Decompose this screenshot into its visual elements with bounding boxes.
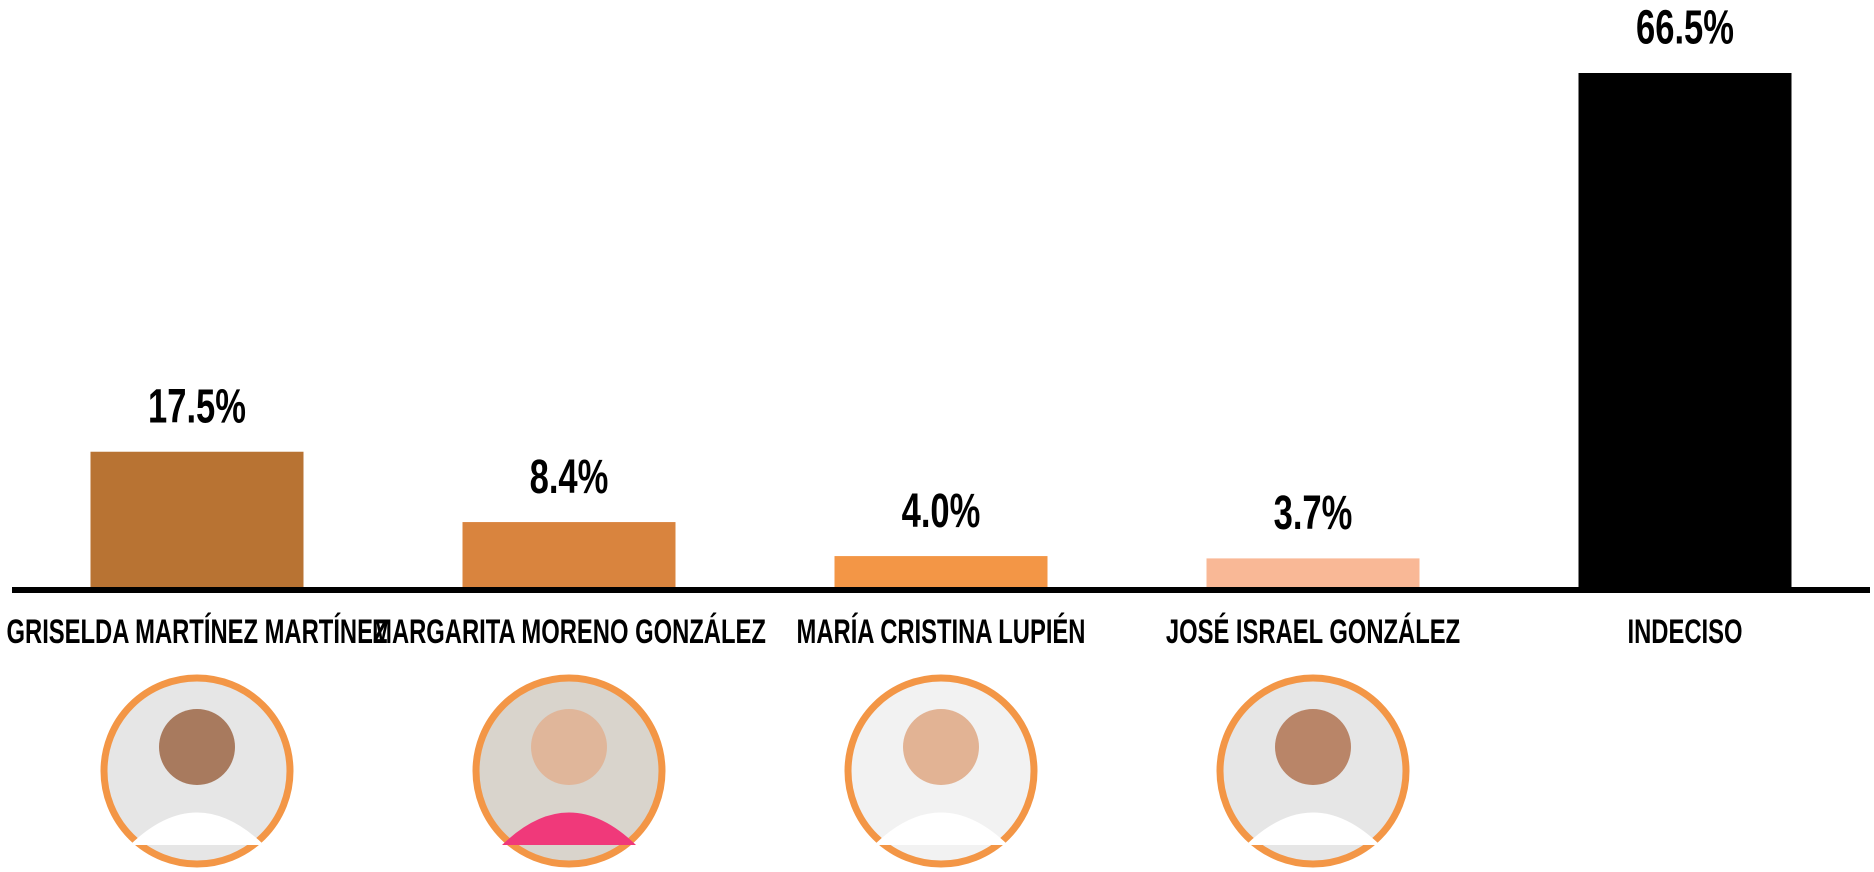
value-label: 4.0% [902,483,981,537]
category-label: JOSÉ ISRAEL GONZÁLEZ [1166,612,1460,651]
category-label: MARÍA CRISTINA LUPIÉN [797,612,1086,651]
photos [100,674,1410,868]
value-label: 66.5% [1636,0,1734,54]
bar [834,556,1048,587]
bar [1578,73,1792,587]
value-label: 3.7% [1274,485,1353,539]
candidate-photo [844,674,1038,868]
category-label: INDECISO [1628,613,1743,651]
candidate-photo [472,674,666,868]
bar [1206,558,1420,587]
category-label: MARGARITA MORENO GONZÁLEZ [372,612,766,651]
candidate-photo [1216,674,1410,868]
candidate-photo [100,674,294,868]
value-label: 8.4% [530,449,609,503]
bar [462,522,676,587]
bar [90,451,304,587]
value-label: 17.5% [148,379,246,433]
category-label: GRISELDA MARTÍNEZ MARTÍNEZ [7,612,388,651]
